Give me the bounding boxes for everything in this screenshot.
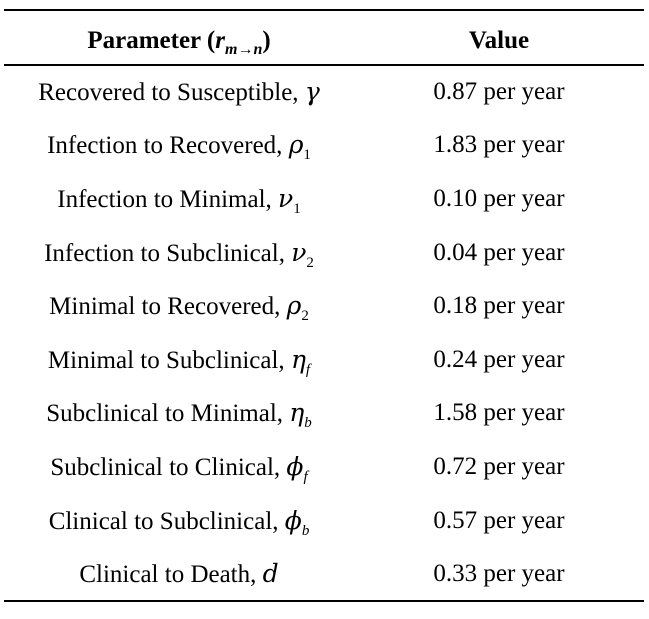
parameter-table: Parameter (rm→n) Value Recovered to Susc…: [4, 9, 644, 602]
table-row: Infection to Subclinical, ν2 0.04 per ye…: [4, 226, 644, 280]
parameter-symbol: ϕ: [284, 505, 302, 535]
parameter-subscript: b: [301, 522, 310, 539]
parameter-symbol: γ: [304, 77, 320, 107]
parameter-cell: Recovered to Susceptible, γ: [4, 65, 354, 119]
parameter-label: Infection to Subclinical,: [44, 239, 292, 267]
parameter-symbol: d: [262, 558, 279, 588]
parameter-subscript: 2: [301, 308, 309, 325]
value-cell: 0.72 per year: [433, 452, 565, 480]
value-cell: 0.87 per year: [433, 78, 565, 106]
parameter-cell: Infection to Minimal, ν1: [4, 172, 354, 226]
table-row: Subclinical to Minimal, ηb 1.58 per year: [4, 387, 644, 441]
parameter-symbol: ρ: [288, 130, 304, 160]
parameter-label: Minimal to Subclinical,: [47, 346, 291, 374]
parameter-subscript: 1: [303, 147, 311, 164]
parameter-symbol: η: [290, 344, 306, 374]
value-cell: 0.24 per year: [433, 345, 565, 373]
header-value: Value: [354, 9, 644, 66]
parameter-symbol: ρ: [286, 291, 302, 321]
parameter-label: Clinical to Subclinical,: [48, 507, 285, 535]
table-row: Recovered to Susceptible, γ 0.87 per yea…: [4, 65, 644, 119]
parameter-cell: Infection to Subclinical, ν2: [4, 226, 354, 280]
parameter-symbol: ν: [278, 183, 294, 213]
header-parameter-subscript: m→n: [225, 40, 263, 58]
value-cell: 1.58 per year: [433, 399, 565, 427]
table-row: Subclinical to Clinical, ϕf 0.72 per yea…: [4, 440, 644, 494]
table-header: Parameter (rm→n) Value: [4, 9, 644, 66]
value-cell: 0.04 per year: [433, 238, 565, 266]
parameter-cell: Clinical to Subclinical, ϕb: [4, 494, 354, 548]
parameter-subscript: f: [305, 361, 311, 378]
header-parameter-label: Parameter (: [87, 26, 216, 54]
parameter-cell: Subclinical to Clinical, ϕf: [4, 440, 354, 494]
parameter-cell: Minimal to Subclinical, ηf: [4, 333, 354, 387]
table-body: Recovered to Susceptible, γ 0.87 per yea…: [4, 65, 644, 602]
parameter-symbol: ν: [291, 237, 307, 267]
value-cell: 0.18 per year: [433, 292, 565, 320]
table-row: Minimal to Recovered, ρ2 0.18 per year: [4, 279, 644, 333]
parameter-table-container: Parameter (rm→n) Value Recovered to Susc…: [4, 9, 644, 602]
parameter-subscript: f: [303, 468, 308, 485]
header-parameter-close: ): [262, 26, 271, 54]
parameter-label: Infection to Minimal,: [57, 185, 279, 213]
parameter-label: Recovered to Susceptible,: [38, 79, 305, 107]
header-parameter-symbol: r: [215, 26, 225, 54]
parameter-symbol: η: [289, 398, 305, 428]
parameter-cell: Minimal to Recovered, ρ2: [4, 279, 354, 333]
parameter-cell: Subclinical to Minimal, ηb: [4, 387, 354, 441]
table-row: Infection to Recovered, ρ1 1.83 per year: [4, 119, 644, 173]
value-cell: 0.33 per year: [354, 547, 644, 602]
header-row: Parameter (rm→n) Value: [4, 9, 644, 66]
parameter-subscript: 2: [306, 254, 314, 271]
parameter-label: Clinical to Death,: [79, 560, 263, 588]
parameter-subscript: 1: [293, 200, 301, 217]
value-cell: 0.57 per year: [433, 506, 565, 534]
table-row: Minimal to Subclinical, ηf 0.24 per year: [4, 333, 644, 387]
value-cell: 0.10 per year: [433, 184, 565, 212]
table-row: Clinical to Subclinical, ϕb 0.57 per yea…: [4, 494, 644, 548]
parameter-label: Minimal to Recovered,: [49, 293, 287, 321]
parameter-label: Subclinical to Minimal,: [46, 400, 290, 428]
table-row: Clinical to Death, d 0.33 per year: [4, 547, 644, 602]
parameter-cell: Infection to Recovered, ρ1: [4, 119, 354, 173]
value-cell: 1.83 per year: [433, 131, 565, 159]
parameter-label: Subclinical to Clinical,: [50, 453, 287, 481]
parameter-cell: Clinical to Death, d: [4, 547, 354, 602]
header-parameter: Parameter (rm→n): [4, 9, 354, 66]
parameter-label: Infection to Recovered,: [47, 132, 289, 160]
parameter-symbol: ϕ: [286, 451, 304, 481]
table-row: Infection to Minimal, ν1 0.10 per year: [4, 172, 644, 226]
parameter-subscript: b: [304, 415, 312, 432]
